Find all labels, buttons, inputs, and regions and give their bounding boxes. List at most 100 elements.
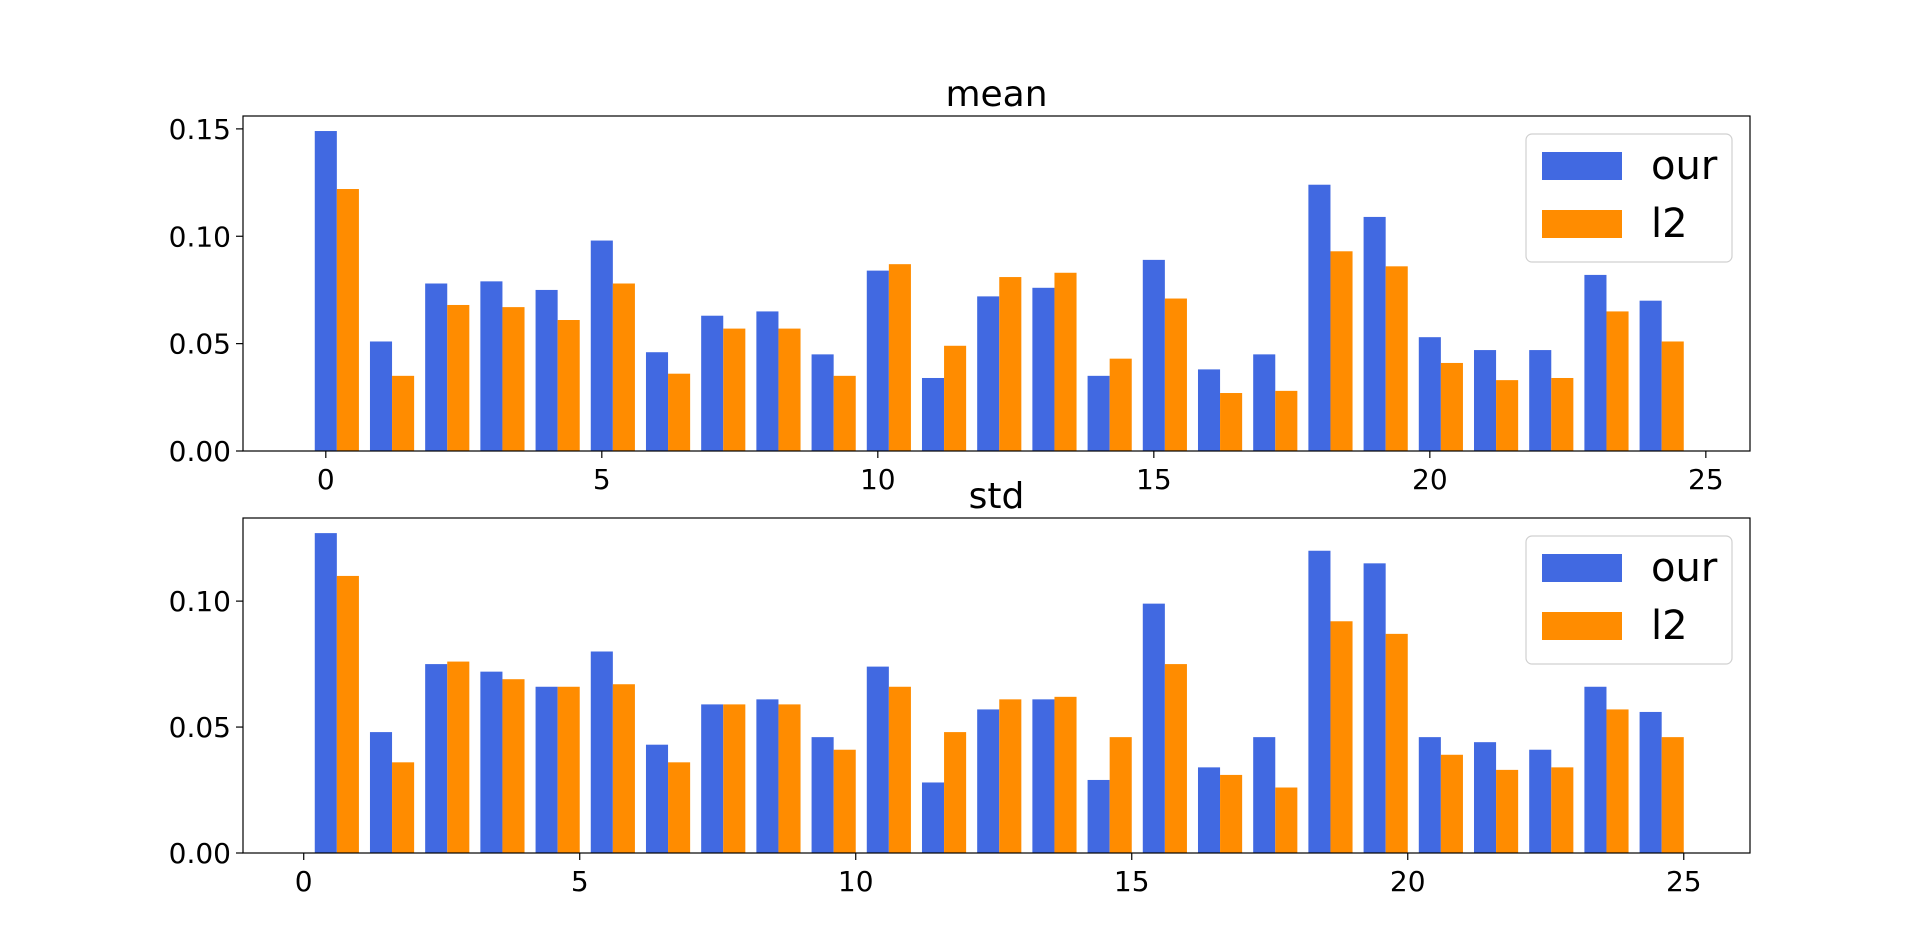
legend: our l2 <box>1525 535 1733 665</box>
bar-l2-7 <box>723 328 746 451</box>
bar-l2-24 <box>1661 737 1684 853</box>
bar-l2-9 <box>833 375 856 451</box>
legend-label-our: our <box>1651 143 1718 189</box>
bar-our-5 <box>590 651 613 853</box>
bar-l2-22 <box>1551 767 1574 853</box>
bar-our-13 <box>1032 699 1055 853</box>
legend-swatch-l2 <box>1542 210 1622 238</box>
bar-l2-16 <box>1220 774 1243 853</box>
bar-l2-1 <box>392 375 415 451</box>
bar-l2-14 <box>1109 358 1132 451</box>
bar-l2-6 <box>668 762 691 853</box>
bar-our-6 <box>645 744 669 853</box>
chart-title: std <box>969 476 1025 517</box>
bar-l2-11 <box>944 345 967 451</box>
bar-l2-0 <box>336 575 359 853</box>
bar-l2-15 <box>1164 298 1187 451</box>
x-tick-label: 15 <box>1114 865 1150 898</box>
bar-our-1 <box>369 341 393 451</box>
bar-our-5 <box>590 240 613 451</box>
bar-l2-4 <box>557 686 580 853</box>
bar-our-18 <box>1308 550 1331 853</box>
bar-l2-8 <box>778 704 801 853</box>
bar-l2-0 <box>336 189 359 451</box>
bar-l2-18 <box>1330 251 1353 451</box>
bar-l2-5 <box>612 283 635 451</box>
bar-l2-23 <box>1606 311 1629 451</box>
chart-panel-mean: mean 0 5 10 15 20 25 0.00 0.05 0.10 0.15 our l2 <box>169 74 1751 496</box>
x-tick-label: 0 <box>317 463 335 496</box>
bar-our-14 <box>1087 375 1110 451</box>
bar-our-22 <box>1529 350 1552 451</box>
bar-l2-11 <box>944 732 967 853</box>
y-tick-label: 0.00 <box>169 435 231 468</box>
bar-our-19 <box>1363 216 1386 451</box>
bar-l2-6 <box>668 373 691 451</box>
bar-l2-10 <box>888 686 911 853</box>
bar-l2-23 <box>1606 709 1629 853</box>
bar-l2-13 <box>1054 272 1077 451</box>
bar-l2-1 <box>392 762 415 853</box>
legend-label-our: our <box>1651 545 1718 591</box>
bar-l2-10 <box>888 264 911 451</box>
x-tick-label: 15 <box>1136 463 1172 496</box>
bar-l2-4 <box>557 320 580 451</box>
axes-frame <box>242 115 1751 452</box>
bar-our-1 <box>369 732 393 853</box>
bar-our-23 <box>1584 686 1607 853</box>
bar-our-17 <box>1253 354 1276 451</box>
bar-l2-3 <box>502 679 525 853</box>
bar-l2-5 <box>612 684 635 853</box>
bar-l2-19 <box>1385 266 1408 451</box>
x-tick-label: 5 <box>593 463 611 496</box>
bar-our-4 <box>535 289 558 451</box>
bar-our-9 <box>811 737 834 853</box>
bar-l2-19 <box>1385 633 1408 853</box>
bar-l2-24 <box>1661 341 1684 451</box>
bar-our-14 <box>1087 779 1110 853</box>
bar-our-20 <box>1418 337 1441 451</box>
y-tick-label: 0.05 <box>169 711 231 744</box>
bar-our-21 <box>1473 350 1497 451</box>
bar-our-22 <box>1529 749 1552 853</box>
bar-our-11 <box>921 782 945 853</box>
bar-l2-12 <box>999 699 1022 853</box>
y-tick-label: 0.00 <box>169 837 231 870</box>
bar-l2-16 <box>1220 393 1243 451</box>
bar-our-19 <box>1363 563 1386 853</box>
bar-our-17 <box>1253 737 1276 853</box>
x-tick-label: 5 <box>571 865 589 898</box>
bar-l2-20 <box>1440 754 1463 853</box>
bar-our-15 <box>1142 259 1165 451</box>
legend-swatch-our <box>1542 152 1622 180</box>
bar-l2-21 <box>1496 380 1519 451</box>
bar-our-12 <box>977 296 1000 451</box>
bar-l2-18 <box>1330 621 1353 853</box>
bar-our-3 <box>480 281 503 451</box>
x-tick-label: 25 <box>1688 463 1724 496</box>
bar-our-12 <box>977 709 1000 853</box>
chart-title: mean <box>945 74 1047 115</box>
x-tick-label: 10 <box>860 463 896 496</box>
bar-our-11 <box>921 377 945 451</box>
bar-l2-7 <box>723 704 746 853</box>
bar-our-6 <box>645 352 669 451</box>
bar-l2-3 <box>502 307 525 451</box>
bar-l2-20 <box>1440 362 1463 451</box>
legend-swatch-our <box>1542 554 1622 582</box>
bar-our-8 <box>756 699 779 853</box>
bar-our-18 <box>1308 184 1331 451</box>
bar-l2-13 <box>1054 696 1077 853</box>
bar-our-24 <box>1639 300 1662 451</box>
legend-swatch-l2 <box>1542 612 1622 640</box>
bar-our-16 <box>1197 767 1221 853</box>
y-tick-label: 0.10 <box>169 220 231 253</box>
bar-l2-8 <box>778 328 801 451</box>
y-tick-label: 0.10 <box>169 585 231 618</box>
bar-l2-22 <box>1551 377 1574 451</box>
bar-l2-17 <box>1275 390 1298 451</box>
bar-our-0 <box>314 533 337 853</box>
bar-l2-12 <box>999 277 1022 451</box>
chart-panel-std: std 0 5 10 15 20 25 0.00 0.05 0.10 our l2 <box>169 476 1751 898</box>
